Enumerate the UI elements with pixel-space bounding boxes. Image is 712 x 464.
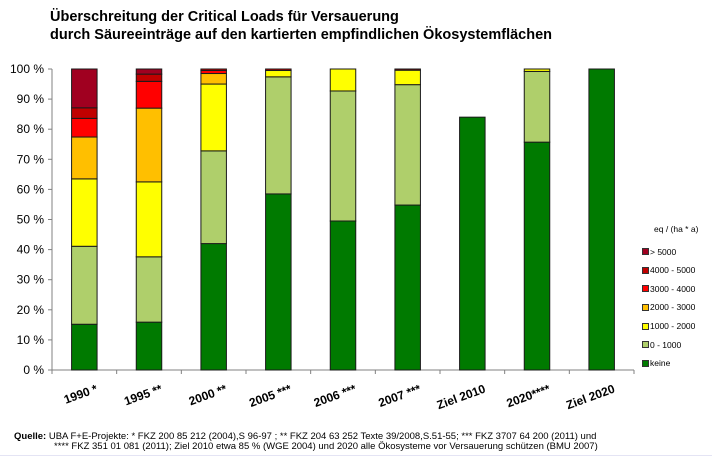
legend-label: 2000 - 3000 [650, 302, 696, 313]
x-tick-label: Ziel 2010 [435, 382, 488, 413]
legend-item: keine [642, 357, 698, 370]
y-tick-label: 20 % [17, 303, 45, 317]
bar-segment [200, 83, 227, 152]
y-tick-label: 30 % [17, 273, 45, 287]
bar-stack [459, 116, 486, 371]
legend-swatch [642, 303, 649, 311]
x-tick-label: 2005 *** [247, 382, 293, 410]
bar-segment [329, 220, 357, 371]
bar-stack [394, 68, 421, 371]
legend-swatch [642, 266, 649, 274]
source-note: Quelle: UBA F+E-Projekte: * FKZ 200 85 2… [14, 432, 598, 452]
bar-segment [71, 178, 98, 247]
bar-segment [459, 116, 486, 371]
bar-segment [135, 256, 163, 323]
legend-item: > 5000 [642, 245, 698, 258]
bar-segment [135, 181, 163, 258]
chart-subtitle: durch Säureeinträge auf den kartierten e… [50, 27, 552, 43]
legend-label: > 5000 [650, 246, 677, 257]
legend-item: 2000 - 3000 [642, 301, 698, 314]
bar-segment [265, 76, 292, 195]
bar-segment [523, 70, 551, 143]
legend: eq / (ha * a) > 5000 4000 - 5000 3000 - 40… [642, 224, 698, 375]
chart-title: Überschreitung der Critical Loads für Ve… [50, 9, 399, 25]
y-tick-label: 10 % [17, 333, 45, 347]
legend-title: eq / (ha * a) [654, 224, 699, 234]
bar-segment [135, 80, 163, 109]
bar-segment [135, 68, 163, 75]
x-axis: 1990 * 1995 ** 2000 ** 2005 *** 2006 *** 2007… [51, 369, 635, 413]
bar-segment [200, 73, 227, 85]
bar-segment [71, 323, 98, 371]
y-tick-label: 50 % [17, 213, 45, 227]
bar-segment [200, 150, 227, 245]
x-tick-label: 2020**** [505, 382, 553, 411]
bar-segment [135, 73, 163, 82]
bar-segment [394, 204, 421, 371]
bar-segment [588, 68, 615, 371]
bar-segment [329, 68, 357, 92]
legend-swatch [642, 359, 649, 367]
source-label: Quelle: [14, 431, 47, 442]
legend-item: 1000 - 2000 [642, 319, 698, 332]
bar-segment [71, 245, 98, 325]
bar-segment [329, 90, 357, 222]
y-axis: 0 % 10 % 20 % 30 % 40 % 50 % 60 % 70 % 80 % 90 % 1… [10, 62, 53, 377]
y-tick-label: 0 % [23, 363, 44, 377]
bar-segment [394, 69, 421, 86]
y-tick-label: 80 % [17, 122, 45, 136]
bar-segment [523, 68, 551, 72]
bar-stack [588, 68, 615, 371]
bar-segment [135, 107, 163, 183]
bar-segment [135, 321, 163, 371]
bar-segment [71, 117, 98, 138]
legend-label: 4000 - 5000 [650, 265, 696, 276]
chart-title-block: Überschreitung der Critical Loads für Ve… [50, 8, 552, 44]
legend-item: 3000 - 4000 [642, 282, 698, 295]
legend-swatch [642, 285, 649, 293]
legend-swatch [642, 322, 649, 330]
bars [71, 68, 615, 371]
bar-segment [265, 193, 292, 371]
source-line-1: UBA F+E-Projekte: * FKZ 200 85 212 (2004… [46, 431, 597, 442]
bar-stack [71, 68, 98, 371]
legend-label: keine [650, 358, 671, 369]
legend-swatch [642, 341, 649, 349]
x-tick-label: 2006 *** [312, 382, 358, 410]
x-tick-label: 2000 ** [187, 382, 229, 409]
bar-segment [71, 107, 98, 119]
bar-segment [71, 68, 98, 109]
legend-item: 0 - 1000 [642, 338, 698, 351]
bar-segment [200, 68, 227, 72]
footer-divider [0, 455, 712, 456]
legend-label: 3000 - 4000 [650, 283, 696, 294]
bar-stack [135, 68, 163, 371]
legend-item: 4000 - 5000 [642, 264, 698, 277]
bar-segment [394, 68, 421, 71]
bar-stack [200, 68, 227, 371]
source-line-2: **** FKZ 351 01 081 (2011); Ziel 2010 et… [54, 441, 598, 452]
y-tick-label: 40 % [17, 243, 45, 257]
y-tick-label: 70 % [17, 152, 45, 166]
x-tick-label: 1995 ** [122, 382, 164, 409]
y-tick-label: 90 % [17, 92, 45, 106]
bar-segment [394, 84, 421, 206]
legend-label: 0 - 1000 [650, 339, 682, 350]
bar-stack [523, 68, 551, 371]
legend-swatch [642, 248, 649, 256]
x-tick-label: 2007 *** [377, 382, 423, 410]
x-tick-label: Ziel 2020 [564, 382, 617, 413]
y-tick-label: 60 % [17, 182, 45, 196]
x-tick-label: 1990 * [62, 382, 100, 407]
legend-label: 1000 - 2000 [650, 321, 696, 332]
bar-stack [265, 68, 292, 371]
bar-segment [523, 141, 551, 371]
bar-stack [329, 68, 357, 371]
y-tick-label: 100 % [10, 62, 44, 76]
bar-segment [71, 136, 98, 180]
bar-segment [200, 243, 227, 371]
bar-segment [265, 68, 292, 72]
bar-segment [265, 70, 292, 78]
